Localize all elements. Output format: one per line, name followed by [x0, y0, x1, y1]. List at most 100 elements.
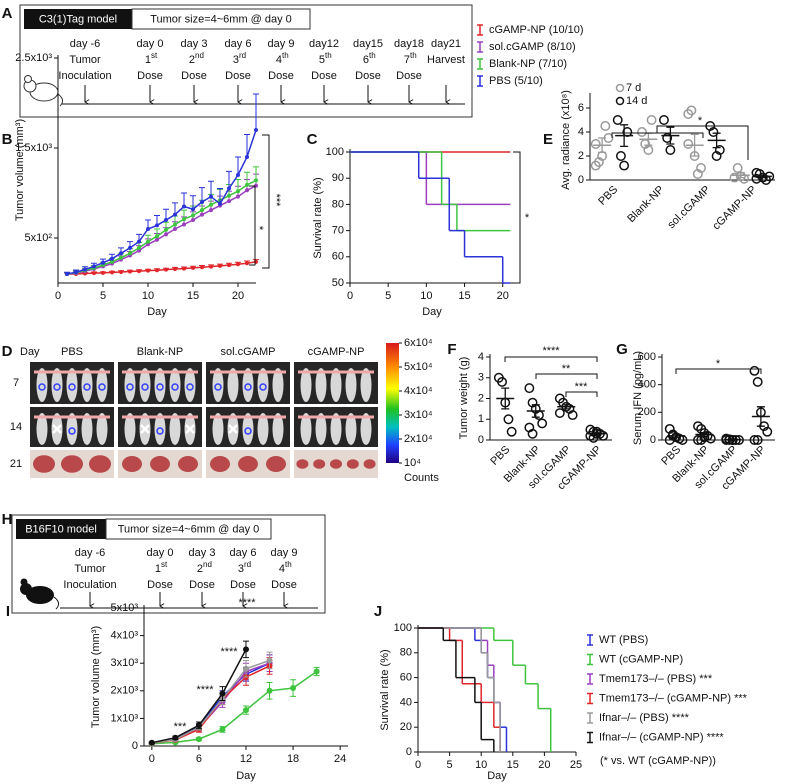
y-tick-label: 60 [400, 672, 412, 684]
legend-swatch [477, 75, 483, 87]
y-tick-label: 1 [478, 413, 484, 425]
data-point [506, 426, 517, 437]
data-point [164, 218, 168, 222]
error-bar [253, 93, 259, 130]
step-text: Inoculation [63, 579, 116, 591]
data-point [236, 194, 240, 199]
error-bar [501, 387, 510, 410]
tumor [238, 456, 258, 472]
y-tick-label: 200 [638, 406, 656, 418]
data-point [182, 222, 186, 227]
signal-spot [244, 427, 252, 435]
legend-swatch [587, 731, 593, 744]
dead-mark [228, 424, 238, 434]
column-header: cGAMP-NP [308, 346, 365, 358]
step-ordinal-suffix: rd [239, 51, 246, 60]
legend-swatch [587, 673, 593, 685]
error-bar [758, 174, 767, 179]
x-tick-label: 10 [142, 290, 154, 302]
panel-label: G [616, 341, 628, 358]
x-tick-label: 5 [100, 290, 106, 302]
data-point [155, 223, 159, 228]
signal-spot [156, 383, 164, 391]
signal-spot [259, 383, 267, 391]
colorbar-tick-label: 5x10⁴ [404, 361, 433, 373]
timeline-box [11, 514, 326, 614]
step-text: Dose [189, 579, 215, 591]
legend-swatch [587, 712, 593, 724]
model-box [24, 9, 132, 29]
mouse [345, 368, 357, 402]
data-point [92, 271, 96, 276]
data-point [245, 261, 249, 266]
data-point [659, 115, 669, 125]
data-point [245, 182, 249, 187]
legend-swatch [477, 41, 483, 53]
data-point [243, 707, 249, 714]
data-point [173, 227, 177, 231]
y-tick-label: 70 [332, 225, 344, 237]
step-text: Dose [230, 579, 256, 591]
step-ordinal: 1 [155, 563, 161, 575]
data-point [74, 270, 78, 275]
mouse [184, 368, 196, 402]
data-point [554, 408, 565, 418]
y-tick-label: 5x10² [24, 232, 52, 244]
significance-label: **** [196, 684, 214, 696]
y-tick-label: 100 [326, 146, 344, 158]
error-bar [700, 432, 709, 437]
y-tick-label: 600 [638, 351, 656, 363]
legend-label: PBS (5/10) [489, 75, 543, 87]
category-label: PBS [596, 184, 620, 208]
y-tick-label: 5x10³ [110, 602, 138, 614]
colorbar-tick-label: 6x10⁴ [404, 337, 433, 349]
step-ordinal-suffix: th [282, 51, 289, 60]
step-ordinal: 4 [279, 563, 285, 575]
step-day: day15 [353, 38, 383, 50]
mouse [300, 413, 312, 445]
data-point [243, 665, 249, 672]
dead-mark [185, 424, 195, 434]
x-tick-label: 0 [55, 290, 61, 302]
data-point [254, 178, 258, 183]
mouse [169, 368, 181, 402]
tumor [61, 455, 83, 473]
error-bar [592, 432, 601, 436]
mouse [51, 368, 63, 402]
category-label: PBS [488, 444, 512, 468]
x-tick-label: 25 [570, 759, 582, 771]
step-day: day 3 [181, 38, 208, 50]
data-point [128, 269, 132, 274]
mouse [66, 413, 78, 445]
panel-label: F [447, 341, 456, 358]
y-tick-label: 1x10³ [110, 712, 138, 724]
mouse [139, 368, 151, 402]
colorbar [386, 343, 399, 463]
data-point [245, 188, 249, 193]
legend-label: Blank-NP (7/10) [489, 58, 567, 70]
data-point [146, 227, 150, 231]
data-point [195, 722, 202, 729]
data-point [218, 201, 222, 206]
y-axis-label: Survival rate (%) [312, 177, 324, 258]
y-tick-label: 0 [478, 434, 484, 446]
signal-spot [53, 383, 61, 391]
signal-spot [83, 383, 91, 391]
data-point [119, 270, 123, 275]
significance-label: * [698, 115, 703, 127]
data-point [615, 151, 626, 161]
step-day: day 9 [268, 38, 295, 50]
data-point [590, 139, 601, 149]
step-ordinal: 4 [276, 54, 282, 66]
mouse [154, 368, 166, 402]
y-tick-label: 2 [478, 392, 484, 404]
panel-label: A [2, 5, 13, 22]
error-bar [235, 156, 241, 175]
y-tick-label: 3x10³ [110, 657, 138, 669]
tumor [89, 455, 111, 473]
data-point [173, 212, 177, 217]
data-point [65, 272, 69, 276]
y-axis-label: Tumor volume (mm³) [14, 119, 26, 221]
step-text: Dose [396, 70, 422, 82]
data-point [266, 687, 273, 694]
